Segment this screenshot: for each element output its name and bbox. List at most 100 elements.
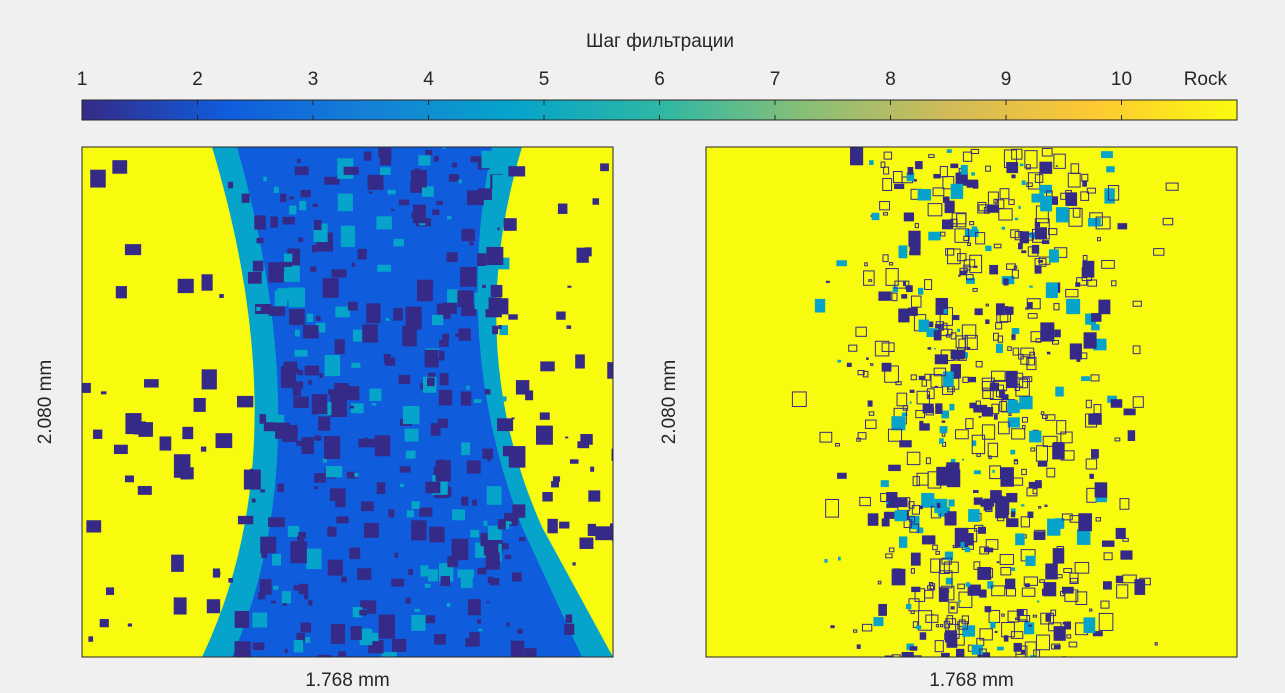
region — [895, 510, 907, 521]
region — [428, 569, 438, 581]
region — [475, 293, 489, 310]
region — [1045, 614, 1051, 622]
region — [915, 161, 923, 169]
region — [351, 363, 360, 368]
region — [482, 151, 494, 168]
region — [951, 184, 963, 199]
region — [93, 430, 102, 439]
region — [369, 389, 381, 401]
region — [348, 386, 359, 400]
region — [996, 344, 1003, 353]
region — [289, 196, 294, 199]
region — [997, 647, 1004, 651]
region — [985, 319, 989, 324]
region — [250, 469, 253, 472]
region — [910, 402, 912, 404]
region — [987, 581, 993, 588]
region — [462, 229, 475, 241]
region — [472, 500, 477, 506]
region — [525, 390, 533, 400]
region — [1084, 617, 1096, 633]
region — [281, 366, 296, 388]
region — [1091, 324, 1100, 330]
region — [441, 576, 450, 586]
region — [271, 601, 276, 604]
region — [873, 617, 883, 626]
region — [1075, 282, 1080, 287]
region — [882, 363, 892, 372]
region — [1025, 556, 1035, 566]
region — [1077, 529, 1090, 545]
region — [400, 466, 411, 472]
region — [1006, 518, 1018, 527]
region — [1088, 218, 1101, 226]
region — [411, 520, 426, 540]
region — [836, 260, 847, 266]
region — [962, 459, 964, 461]
region — [1081, 376, 1090, 381]
region — [1006, 371, 1018, 388]
region — [308, 380, 311, 385]
region — [1111, 399, 1123, 408]
region — [508, 314, 517, 319]
region — [584, 247, 591, 256]
region — [106, 587, 114, 595]
region — [427, 378, 435, 387]
region — [985, 606, 992, 612]
region — [403, 406, 416, 424]
region — [904, 212, 914, 221]
region — [338, 194, 353, 211]
region — [968, 377, 976, 382]
region — [465, 638, 475, 647]
region — [318, 417, 330, 431]
region — [1000, 467, 1013, 487]
region — [86, 520, 101, 532]
region — [972, 440, 976, 446]
region — [174, 454, 191, 478]
region — [945, 511, 957, 525]
region — [511, 417, 514, 419]
region — [508, 166, 525, 176]
region — [301, 190, 311, 197]
region — [391, 579, 404, 587]
colorbar-tick-label: 4 — [423, 69, 434, 90]
region — [567, 286, 571, 288]
region — [235, 611, 249, 628]
region — [282, 591, 291, 603]
region — [1054, 626, 1066, 641]
region — [906, 604, 911, 609]
region — [461, 497, 468, 506]
region — [328, 526, 332, 528]
x-axis-label: 1.768 mm — [305, 670, 389, 691]
region — [202, 274, 213, 290]
region — [1029, 431, 1041, 443]
region — [268, 517, 285, 527]
region — [432, 315, 443, 325]
region — [336, 516, 348, 523]
region — [937, 503, 941, 508]
region — [101, 391, 107, 394]
region — [1098, 300, 1110, 315]
region — [116, 286, 127, 298]
region — [959, 600, 961, 602]
region — [258, 592, 265, 599]
colorbar-tick-label: 9 — [1001, 69, 1012, 90]
region — [570, 459, 579, 463]
region — [919, 423, 930, 430]
region — [868, 400, 873, 406]
region — [556, 311, 565, 319]
region — [242, 194, 250, 203]
region — [1047, 352, 1050, 355]
region — [469, 242, 474, 246]
region — [357, 568, 371, 580]
region — [294, 640, 303, 653]
region — [354, 472, 358, 477]
region — [872, 213, 880, 220]
region — [918, 288, 923, 295]
region — [908, 231, 920, 247]
region — [284, 254, 292, 262]
region — [989, 265, 998, 274]
region — [341, 576, 347, 582]
region — [1117, 223, 1127, 229]
region — [392, 639, 406, 652]
